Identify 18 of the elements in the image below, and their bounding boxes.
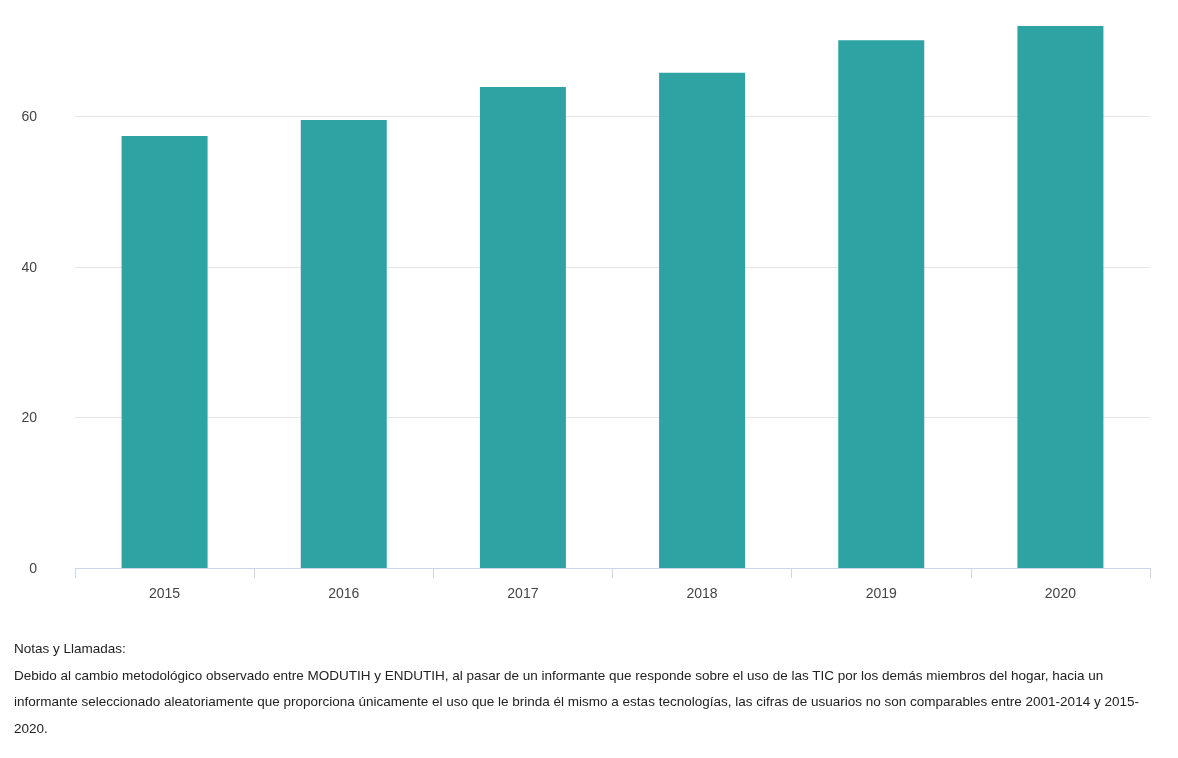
x-tick-label: 2017 <box>507 585 539 601</box>
x-tick-label: 2019 <box>865 585 898 601</box>
bar <box>1017 26 1104 568</box>
text: Notas y Llamadas: <box>14 640 127 658</box>
text: Debido al cambio metodológico observado entre MODUTIH y ENDUTIH, al pasar de un informante que responde sobre el uso de las TIC por los demás miembros del hogar, hacia un informante seleccionado aleatoriamente que proporciona únicamente el uso que le brinda él mismo a estas tecnologías, las cifras de usuarios no son comparables entre 2001-2014 y 2015-2020. <box>14 666 1140 738</box>
y-tick-label: 20 <box>21 409 38 426</box>
bar <box>300 120 387 568</box>
bar <box>121 135 208 568</box>
x-tick-label: 2018 <box>686 585 718 601</box>
y-tick-label: 0 <box>29 560 38 576</box>
bar <box>479 86 566 568</box>
bar <box>838 40 925 568</box>
x-tick-label: 2015 <box>149 585 181 601</box>
x-tick-label: 2016 <box>328 585 360 601</box>
x-tick-label: 2020 <box>1044 585 1077 601</box>
y-tick-label: 40 <box>21 258 38 275</box>
y-tick-label: 60 <box>21 108 38 125</box>
bar <box>659 72 746 568</box>
